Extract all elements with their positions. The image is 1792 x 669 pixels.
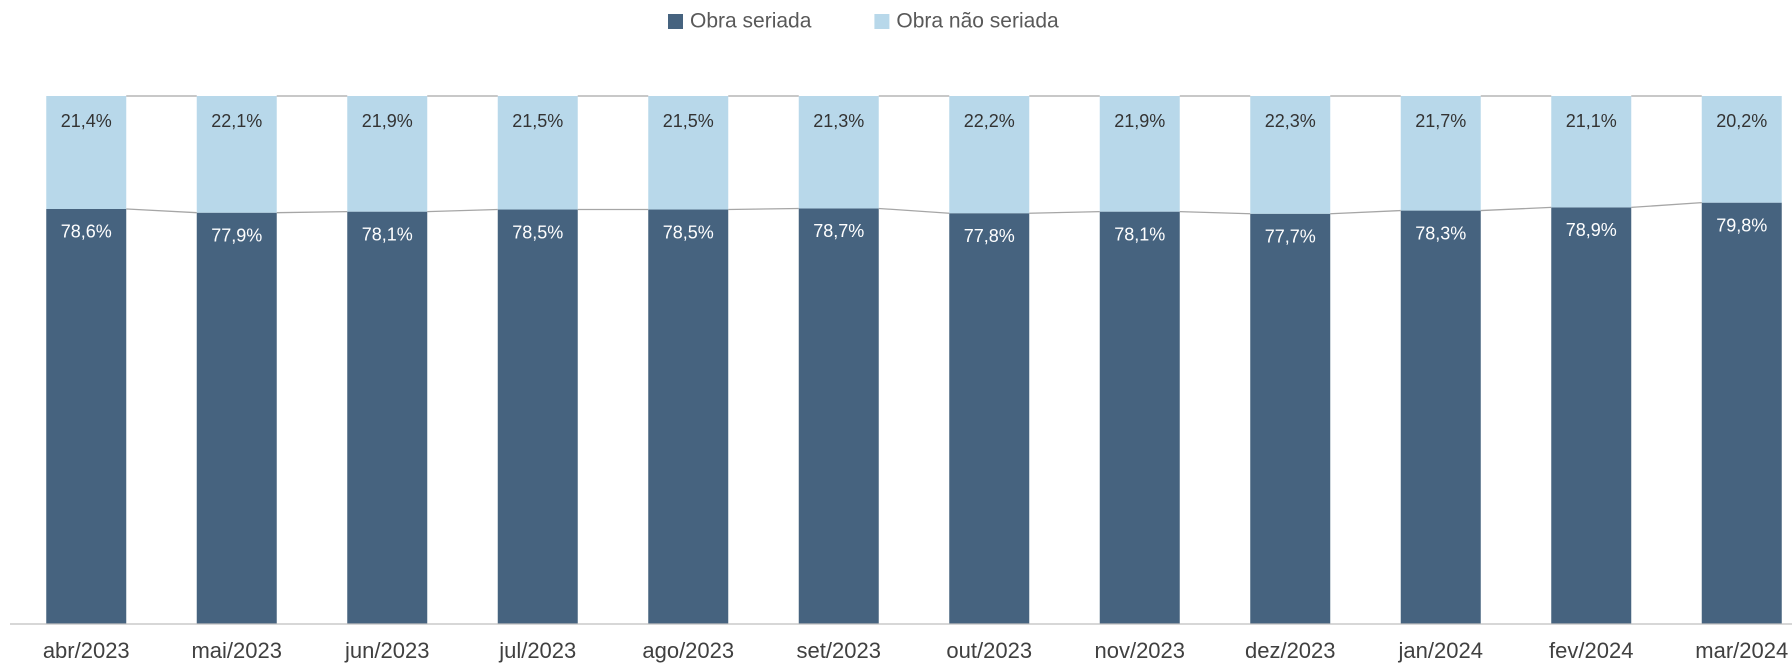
bar-segment [648,209,729,624]
bar-segment [196,96,277,213]
data-label: 77,8% [964,226,1015,246]
x-tick-label: abr/2023 [43,638,130,663]
bar-segment [1250,213,1331,624]
legend-label: Obra não seriada [896,10,1059,33]
bar-segment [196,212,277,625]
bar-segment [1400,210,1481,625]
bar-segment [46,208,127,624]
series-line [276,210,348,214]
bar-segment [46,96,127,209]
data-label: 79,8% [1716,215,1767,235]
bar-segment [347,96,428,212]
bar-segment [1701,96,1782,203]
data-label: 22,1% [211,111,262,131]
x-tick-label: jan/2024 [1398,638,1483,663]
x-tick-label: jun/2023 [344,638,429,663]
x-tick-label: fev/2024 [1549,638,1633,663]
data-label: 78,1% [1114,224,1165,244]
data-label: 22,2% [964,111,1015,131]
bar-segment [1701,202,1782,624]
series-line [427,208,498,213]
data-label: 77,7% [1265,226,1316,246]
bar-segment [648,96,729,210]
x-tick-label: jul/2023 [498,638,576,663]
x-tick-label: nov/2023 [1094,638,1185,663]
series-line [1029,210,1100,214]
data-label: 22,3% [1265,111,1316,131]
legend-swatch [668,14,683,29]
series-line [728,207,799,211]
bar-segment [1551,207,1632,624]
x-tick-label: set/2023 [797,638,881,663]
bar-segment [1099,211,1180,624]
series-line [1330,209,1401,215]
data-label: 21,7% [1415,111,1466,131]
data-label: 21,9% [362,111,413,131]
x-tick-label: mar/2024 [1695,638,1788,663]
series-line [126,208,197,214]
bar-segment [1099,96,1180,212]
bar-segment [1400,96,1481,211]
bar-segment [949,213,1030,624]
bar-segment [1551,96,1632,208]
bar-segment [798,96,879,209]
data-label: 78,9% [1566,220,1617,240]
bar-segment [347,211,428,624]
data-label: 78,7% [813,221,864,241]
legend-swatch [874,14,890,29]
data-label: 21,5% [663,111,714,131]
bar-segment [497,96,578,210]
series-line [1480,206,1552,212]
series-line [1631,202,1702,209]
data-label: 21,5% [512,111,563,131]
bar-segment [949,96,1030,214]
data-label: 21,4% [61,111,112,131]
data-label: 78,5% [512,222,563,242]
data-label: 77,9% [211,225,262,245]
data-label: 78,5% [663,222,714,242]
bar-segment [497,209,578,624]
data-label: 21,9% [1114,111,1165,131]
data-label: 20,2% [1716,111,1767,131]
bar-segment [798,208,879,625]
x-tick-label: dez/2023 [1245,638,1336,663]
bar-segment [1250,96,1331,214]
series-line [878,207,950,214]
x-tick-label: out/2023 [946,638,1032,663]
data-label: 78,3% [1415,223,1466,243]
series-line [1179,210,1251,215]
x-tick-label: mai/2023 [191,638,282,663]
data-label: 21,3% [813,111,864,131]
x-tick-label: ago/2023 [642,638,734,663]
legend-label: Obra seriada [690,10,812,33]
data-label: 78,1% [362,224,413,244]
data-label: 21,1% [1566,111,1617,131]
data-label: 78,6% [61,222,112,242]
